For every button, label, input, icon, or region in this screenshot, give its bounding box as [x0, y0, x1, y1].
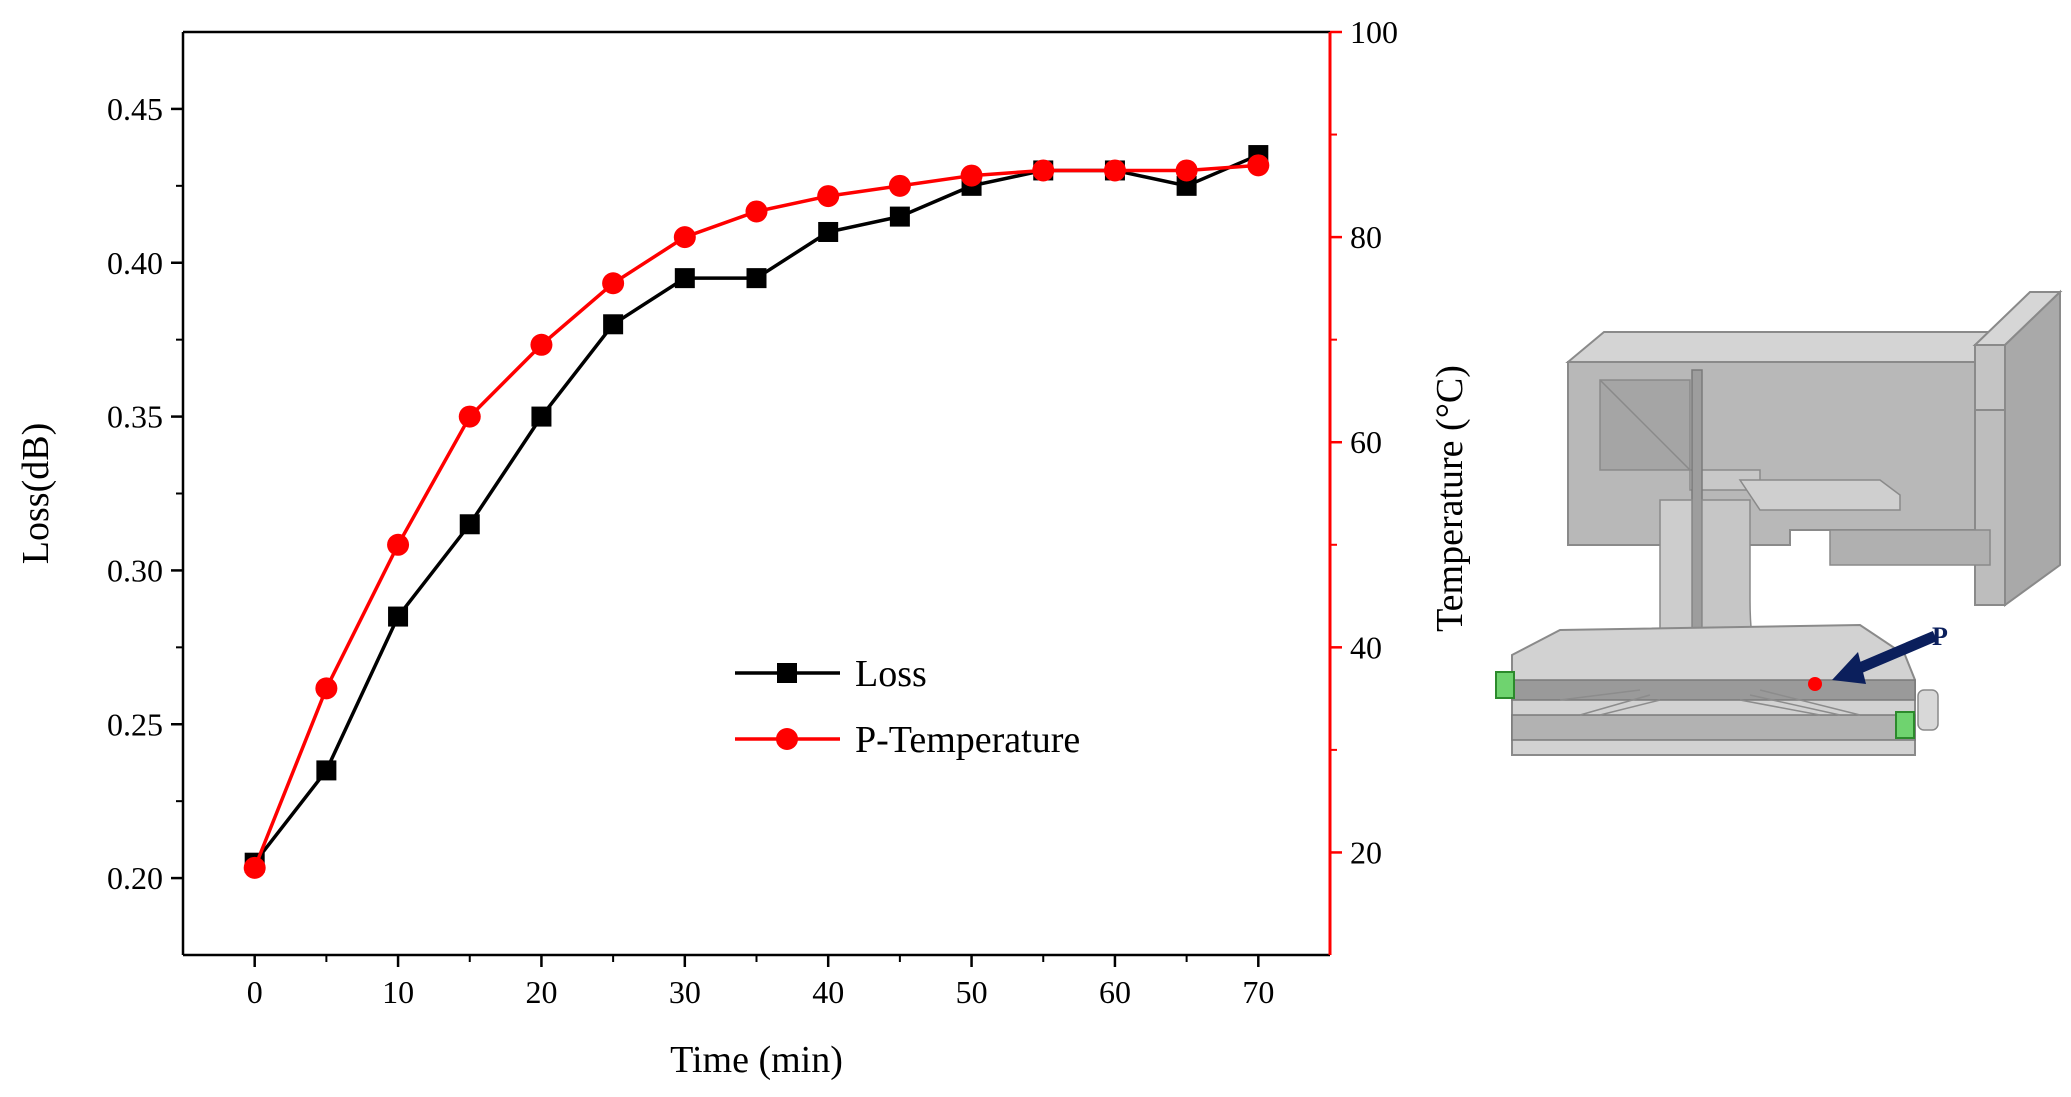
y-right-tick-label: 40 — [1350, 629, 1382, 665]
data-point-circle — [602, 272, 625, 295]
x-tick-label: 20 — [525, 974, 557, 1010]
legend-label: P-Temperature — [855, 719, 1080, 761]
arrow-icon — [1852, 630, 1938, 676]
y-right-tick-label: 60 — [1350, 424, 1382, 460]
data-point-circle — [1247, 154, 1270, 177]
data-point-square — [674, 268, 695, 289]
data-point-square — [1176, 175, 1197, 196]
x-tick-label: 10 — [382, 974, 414, 1010]
point-p-label: P — [1932, 622, 1948, 651]
y-right-tick-label: 100 — [1350, 14, 1398, 50]
arrow-head-icon — [1832, 652, 1866, 684]
data-point-circle — [1032, 159, 1055, 182]
legend-marker-square — [777, 663, 797, 683]
data-point-circle — [888, 174, 911, 197]
x-tick-label: 50 — [956, 974, 988, 1010]
data-point-circle — [458, 405, 481, 428]
device-cross-section-illustration: P — [1495, 289, 2063, 756]
data-point-square — [388, 606, 409, 627]
y-left-tick-label: 0.40 — [107, 245, 163, 281]
data-point-circle — [530, 333, 553, 356]
y-left-tick-label: 0.35 — [107, 399, 163, 435]
chart: 0 10 20 30 40 50 60 70 0.20 0.25 0.30 0.35 0.40 0.45 2… — [15, 14, 1471, 1081]
x-tick-label: 30 — [669, 974, 701, 1010]
series-p-temperature — [243, 154, 1270, 879]
y-right-tick-label: 20 — [1350, 834, 1382, 870]
data-point-circle — [243, 856, 266, 879]
data-point-square — [316, 760, 337, 781]
data-point-circle — [315, 677, 338, 700]
y-left-tick-label: 0.25 — [107, 706, 163, 742]
x-tick-label: 40 — [812, 974, 844, 1010]
data-point-square — [459, 514, 480, 535]
data-point-square — [889, 206, 910, 227]
legend-label: Loss — [855, 653, 927, 695]
y-left-tick-label: 0.45 — [107, 91, 163, 127]
y-right-tick-label: 80 — [1350, 219, 1382, 255]
data-point-square — [531, 406, 552, 427]
x-tick-label: 60 — [1099, 974, 1131, 1010]
legend: Loss P-Temperature — [735, 653, 1080, 761]
legend-marker-circle — [776, 728, 798, 750]
series-loss — [244, 145, 1269, 873]
point-p-marker — [1808, 677, 1822, 691]
x-tick-label: 0 — [247, 974, 263, 1010]
y-left-tick-label: 0.20 — [107, 860, 163, 896]
data-point-square — [603, 314, 624, 335]
x-axis-label: Time (min) — [670, 1039, 843, 1081]
data-point-circle — [387, 533, 410, 556]
data-point-circle — [960, 164, 983, 187]
data-point-circle — [1175, 159, 1198, 182]
data-point-square — [818, 221, 839, 242]
x-tick-label: 70 — [1242, 974, 1274, 1010]
data-point-circle — [817, 185, 840, 208]
y-left-tick-label: 0.30 — [107, 552, 163, 588]
series-line — [253, 153, 1260, 864]
data-point-circle — [1103, 159, 1126, 182]
y-axis-left-label: Loss(dB) — [15, 423, 57, 564]
y-axis-right-label: Temperature (°C) — [1429, 365, 1471, 632]
data-point-circle — [745, 200, 768, 223]
data-point-square — [746, 268, 767, 289]
data-point-circle — [673, 226, 696, 249]
